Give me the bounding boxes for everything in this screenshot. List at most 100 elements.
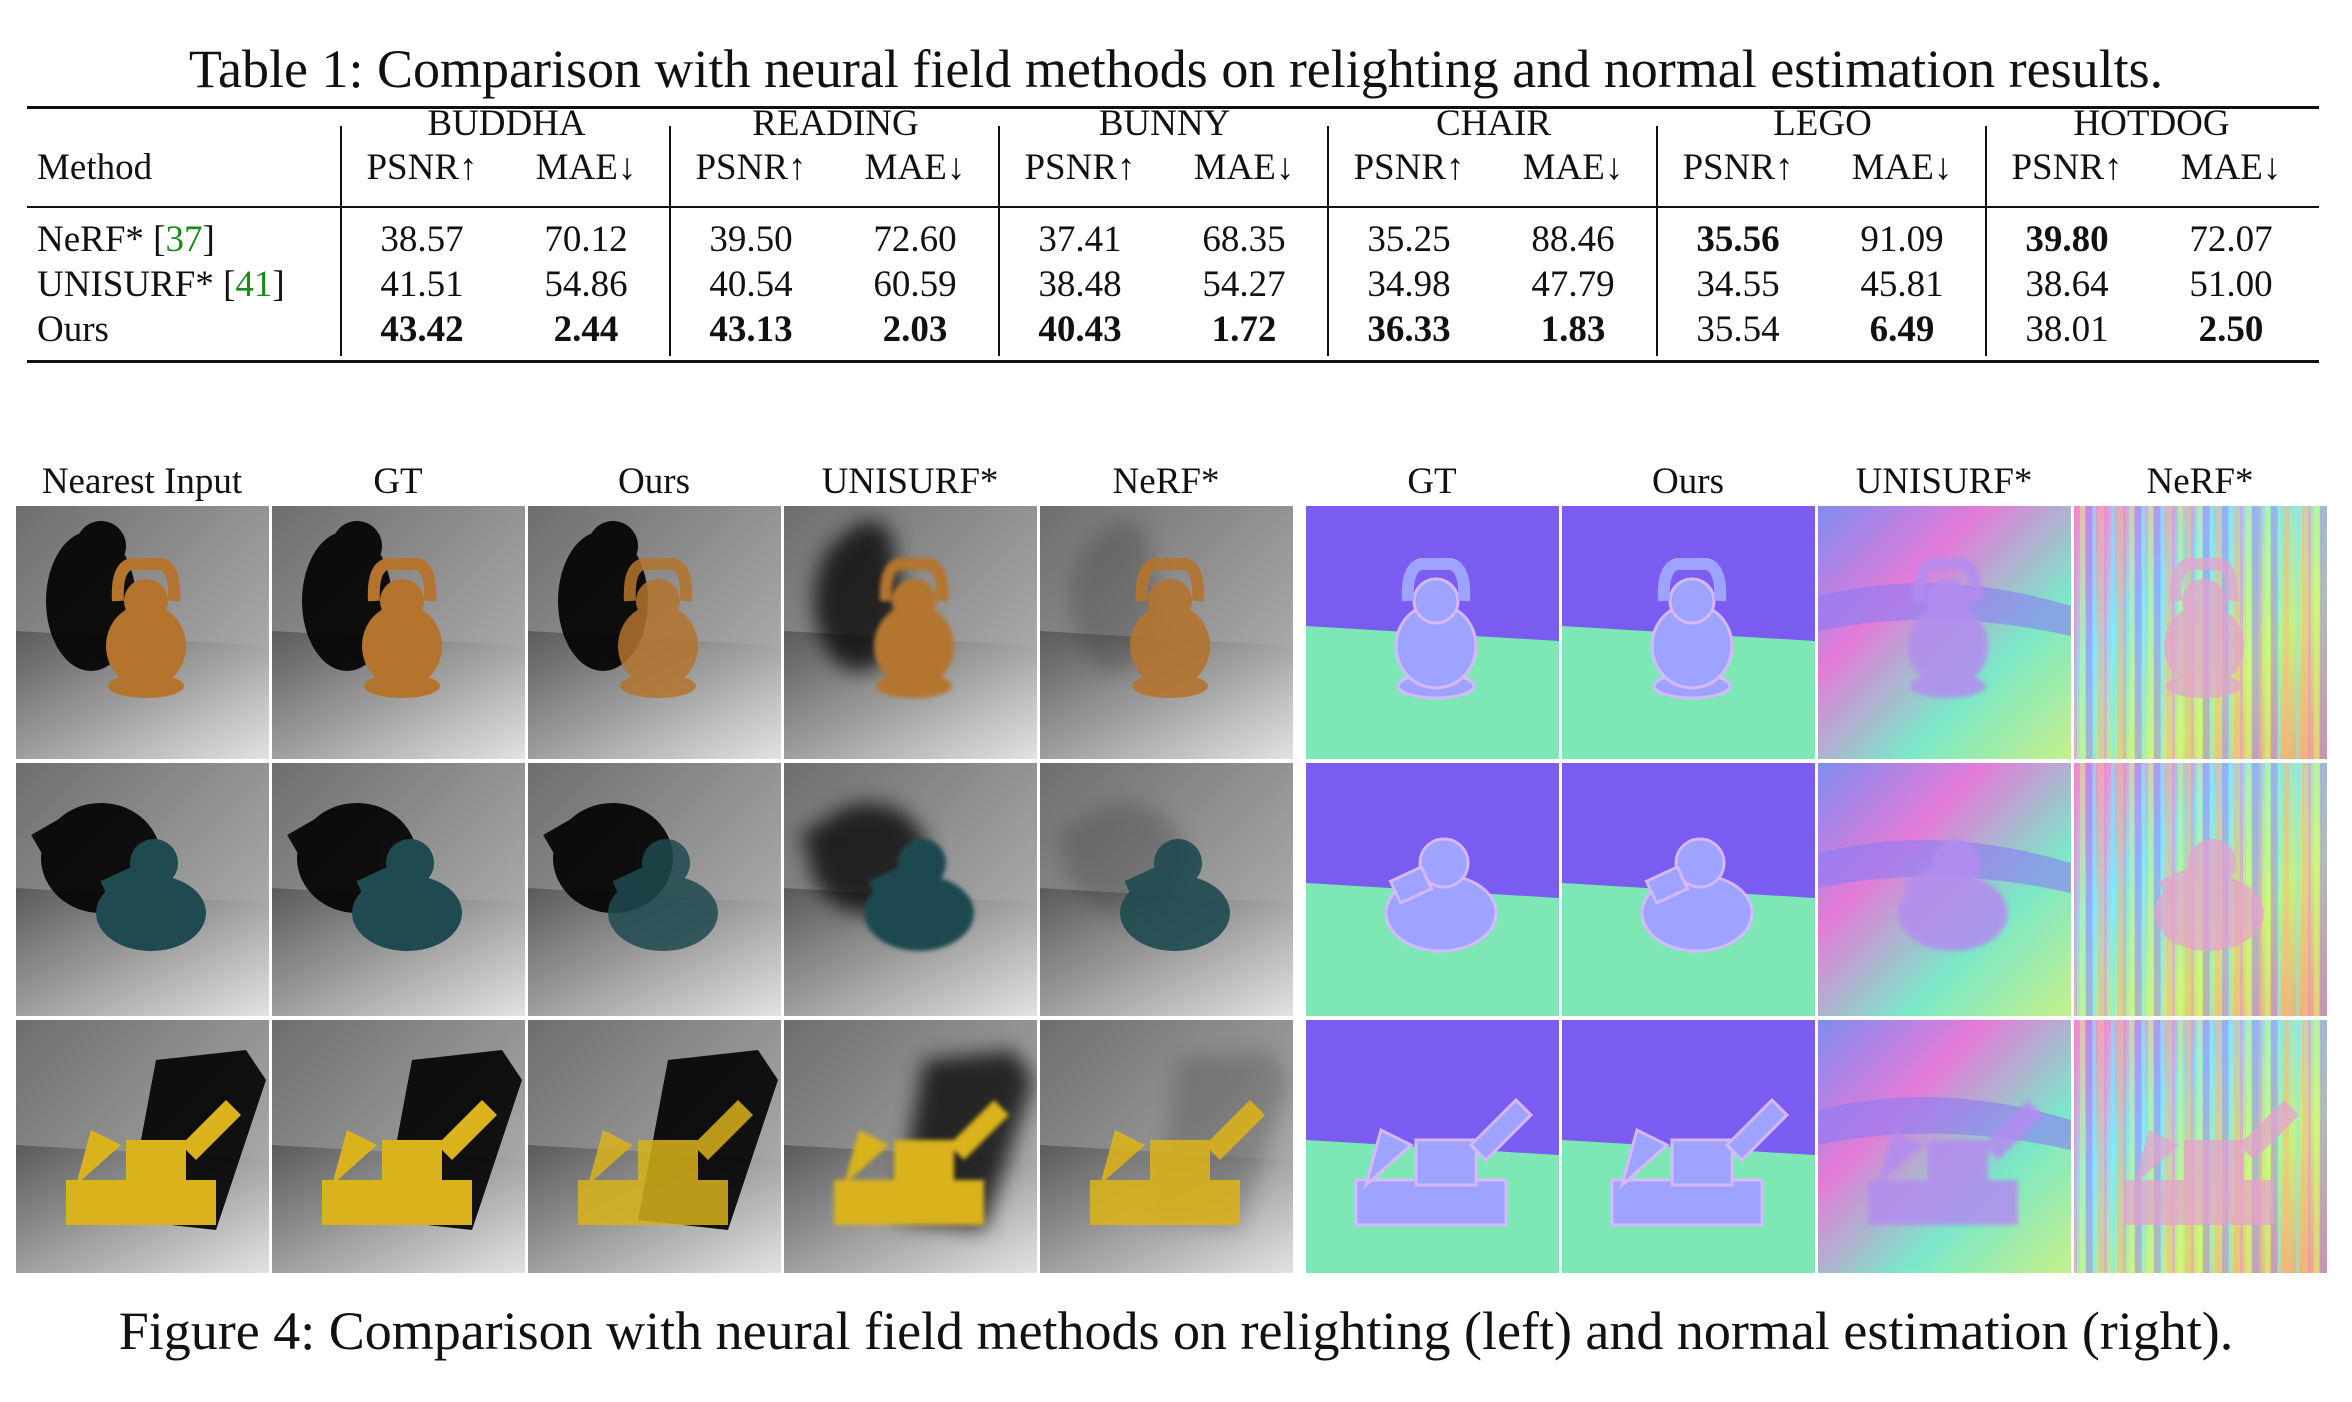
table-cell: 43.42: [380, 309, 464, 350]
column-separator: [1656, 126, 1658, 356]
table-cell: 45.81: [1860, 264, 1944, 305]
table-cell: 88.46: [1531, 219, 1615, 260]
method-name-text: UNISURF*: [37, 264, 224, 305]
cite-bracket: [: [223, 264, 236, 305]
dataset-header: BUNNY: [1098, 103, 1231, 144]
column-label: Ours: [1652, 461, 1724, 502]
method-name: NeRF* [37]: [37, 218, 215, 261]
reading-normal-image: [2074, 763, 2327, 1016]
table-cell: 72.60: [873, 219, 957, 260]
lego-relight-image: [528, 1020, 781, 1273]
table-cell: 37.41: [1038, 219, 1122, 260]
column-label: NeRF*: [1112, 461, 1220, 502]
table-cell: 41.51: [380, 264, 464, 305]
buddha-relight-image: [784, 506, 1037, 759]
table-cell: 2.50: [2198, 309, 2264, 350]
metric-label-psnr: PSNR↑: [1353, 147, 1465, 188]
column-separator: [1985, 126, 1987, 356]
citation-link[interactable]: 37: [165, 219, 203, 260]
metric-label-psnr: PSNR↑: [695, 147, 807, 188]
cite-bracket: [: [153, 219, 166, 260]
metric-label-mae: MAE↓: [1193, 147, 1295, 188]
table-cell: 68.35: [1202, 219, 1286, 260]
buddha-normal-image: [2074, 506, 2327, 759]
comparison-figure: Nearest Input GT Ours UNISURF* NeRF* GT Ours UN…: [0, 460, 2352, 1280]
dataset-header: LEGO: [1773, 103, 1872, 144]
table-cell: 38.48: [1038, 264, 1122, 305]
table-cell: 36.33: [1367, 309, 1451, 350]
lego-normal-image: [1562, 1020, 1815, 1273]
column-label: UNISURF*: [821, 461, 999, 502]
buddha-normal-image: [1562, 506, 1815, 759]
table-cell: 47.79: [1531, 264, 1615, 305]
buddha-relight-image: [528, 506, 781, 759]
column-separator: [1327, 126, 1329, 356]
table-cell: 38.57: [380, 219, 464, 260]
table-cell: 54.27: [1202, 264, 1286, 305]
column-label: UNISURF*: [1855, 461, 2033, 502]
table-cell: 38.01: [2025, 309, 2109, 350]
table-cell: 43.13: [709, 309, 793, 350]
reading-normal-image: [1818, 763, 2071, 1016]
column-label: Ours: [618, 461, 690, 502]
buddha-normal-image: [1818, 506, 2071, 759]
table-cell: 39.80: [2025, 219, 2109, 260]
metric-label-mae: MAE↓: [535, 147, 637, 188]
table-cell: 60.59: [873, 264, 957, 305]
column-label: NeRF*: [2146, 461, 2254, 502]
method-header: Method: [37, 147, 153, 188]
column-separator: [998, 126, 1000, 356]
reading-relight-image: [272, 763, 525, 1016]
lego-relight-image: [272, 1020, 525, 1273]
buddha-normal-image: [1306, 506, 1559, 759]
metric-label-psnr: PSNR↑: [2011, 147, 2123, 188]
table-cell: 72.07: [2189, 219, 2273, 260]
table-cell: 35.25: [1367, 219, 1451, 260]
metric-label-mae: MAE↓: [1851, 147, 1953, 188]
table-cell: 54.86: [544, 264, 628, 305]
reading-relight-image: [784, 763, 1037, 1016]
column-label: Nearest Input: [41, 461, 243, 502]
reading-relight-image: [16, 763, 269, 1016]
lego-normal-image: [2074, 1020, 2327, 1273]
table-cell: 35.56: [1696, 219, 1780, 260]
table-cell: 6.49: [1869, 309, 1935, 350]
dataset-header: READING: [752, 103, 919, 144]
column-label: GT: [373, 461, 423, 502]
metric-label-psnr: PSNR↑: [1682, 147, 1794, 188]
table-cell: 70.12: [544, 219, 628, 260]
cite-bracket: ]: [272, 264, 285, 305]
table-cell: 38.64: [2025, 264, 2109, 305]
table-cell: 40.54: [709, 264, 793, 305]
figure-caption: Figure 4: Comparison with neural field m…: [118, 1301, 2234, 1361]
dataset-header: BUDDHA: [427, 103, 586, 144]
buddha-relight-image: [1040, 506, 1293, 759]
metric-label-mae: MAE↓: [2180, 147, 2282, 188]
table-cell: 35.54: [1696, 309, 1780, 350]
metric-label-psnr: PSNR↑: [1024, 147, 1136, 188]
reading-relight-image: [1040, 763, 1293, 1016]
table-cell: 34.98: [1367, 264, 1451, 305]
lego-relight-image: [784, 1020, 1037, 1273]
table-cell: 1.72: [1211, 309, 1277, 350]
cite-bracket: ]: [202, 219, 215, 260]
method-name: Ours: [37, 308, 109, 351]
method-name-text: Ours: [37, 309, 109, 350]
lego-normal-image: [1306, 1020, 1559, 1273]
top-rule: [27, 106, 2319, 109]
column-separator: [340, 126, 342, 356]
column-label: GT: [1407, 461, 1457, 502]
table-cell: 40.43: [1038, 309, 1122, 350]
buddha-relight-image: [16, 506, 269, 759]
buddha-relight-image: [272, 506, 525, 759]
citation-link[interactable]: 41: [235, 264, 273, 305]
metric-label-psnr: PSNR↑: [366, 147, 478, 188]
table-caption: Table 1: Comparison with neural field me…: [188, 39, 2164, 99]
metric-label-mae: MAE↓: [1522, 147, 1624, 188]
metric-label-mae: MAE↓: [864, 147, 966, 188]
column-separator: [669, 126, 671, 356]
table-cell: 91.09: [1860, 219, 1944, 260]
table-cell: 2.44: [553, 309, 619, 350]
lego-normal-image: [1818, 1020, 2071, 1273]
reading-relight-image: [528, 763, 781, 1016]
